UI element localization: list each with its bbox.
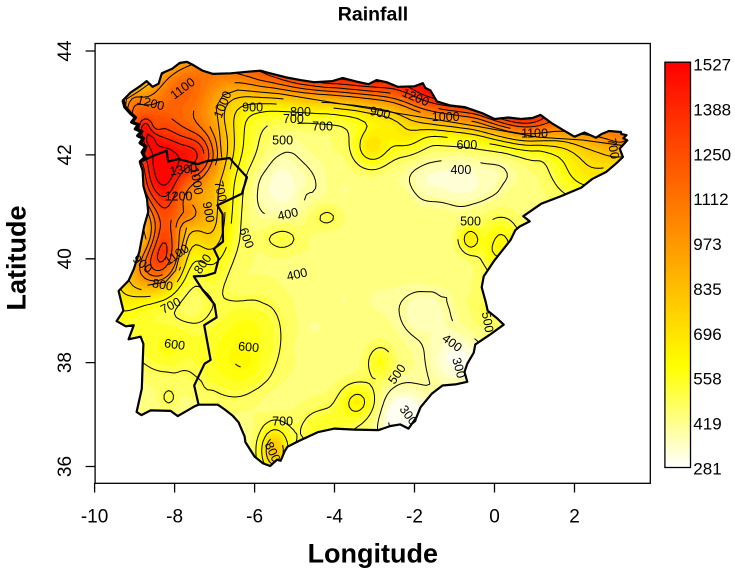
svg-text:419: 419 [693, 415, 721, 434]
svg-text:600: 600 [238, 339, 260, 355]
svg-text:800: 800 [290, 105, 311, 119]
svg-text:558: 558 [693, 370, 721, 389]
svg-text:281: 281 [693, 459, 721, 478]
svg-text:-2: -2 [406, 507, 423, 528]
svg-text:973: 973 [693, 235, 721, 254]
svg-text:1112: 1112 [693, 190, 728, 209]
svg-text:1388: 1388 [693, 100, 731, 119]
svg-text:900: 900 [368, 104, 392, 122]
svg-text:1300: 1300 [169, 161, 199, 179]
svg-text:400: 400 [450, 163, 471, 177]
svg-text:1527: 1527 [693, 56, 731, 75]
svg-text:1200: 1200 [165, 190, 193, 204]
svg-text:500: 500 [272, 134, 293, 148]
svg-text:400: 400 [276, 205, 300, 223]
svg-text:600: 600 [163, 336, 186, 353]
svg-text:1000: 1000 [432, 110, 460, 124]
svg-text:900: 900 [242, 100, 263, 114]
svg-text:600: 600 [456, 138, 477, 152]
svg-text:Latitude: Latitude [2, 206, 32, 311]
svg-text:400: 400 [285, 265, 309, 283]
svg-text:0: 0 [489, 507, 500, 528]
svg-text:700: 700 [604, 137, 621, 160]
svg-text:2: 2 [569, 507, 580, 528]
svg-text:800: 800 [151, 276, 174, 293]
svg-text:40: 40 [55, 248, 76, 269]
svg-text:-6: -6 [246, 507, 263, 528]
svg-text:-8: -8 [166, 507, 183, 528]
svg-text:Rainfall: Rainfall [338, 4, 408, 26]
svg-text:Longitude: Longitude [308, 539, 438, 569]
svg-text:44: 44 [55, 40, 76, 62]
svg-text:700: 700 [312, 120, 333, 134]
svg-text:42: 42 [55, 144, 76, 165]
svg-text:36: 36 [55, 456, 76, 477]
svg-text:700: 700 [272, 415, 293, 429]
svg-text:700: 700 [211, 180, 229, 203]
svg-text:-4: -4 [326, 507, 343, 528]
svg-text:38: 38 [55, 352, 76, 373]
svg-text:1000: 1000 [187, 166, 206, 196]
svg-text:300: 300 [449, 356, 468, 380]
svg-text:900: 900 [200, 201, 217, 224]
svg-text:1250: 1250 [693, 145, 731, 164]
svg-text:-10: -10 [81, 507, 108, 528]
svg-text:1100: 1100 [521, 126, 548, 140]
svg-text:1200: 1200 [135, 93, 166, 114]
svg-text:696: 696 [693, 325, 721, 344]
svg-text:700: 700 [283, 112, 304, 126]
svg-text:600: 600 [236, 226, 256, 250]
svg-text:500: 500 [460, 215, 481, 229]
svg-text:500: 500 [479, 311, 496, 334]
svg-text:835: 835 [693, 280, 721, 299]
